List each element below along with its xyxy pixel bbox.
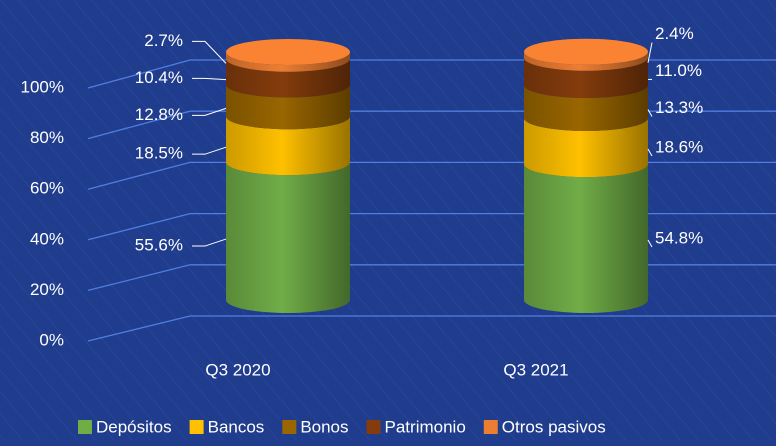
cylinder-segment	[226, 162, 350, 313]
legend-label: Bonos	[300, 417, 348, 436]
data-label: 11.0%	[655, 61, 702, 80]
legend-label: Bancos	[208, 417, 265, 436]
data-label: 10.4%	[135, 68, 183, 87]
data-label: 54.8%	[655, 229, 703, 248]
legend-label: Otros pasivos	[502, 417, 606, 436]
data-label: 12.8%	[135, 105, 183, 124]
legend-swatch	[78, 420, 92, 434]
data-label: 18.5%	[135, 144, 183, 163]
data-label: 55.6%	[135, 236, 183, 255]
legend-swatch	[190, 420, 204, 434]
data-label: 2.4%	[655, 24, 694, 43]
y-tick-label: 100%	[21, 77, 64, 96]
data-label: 2.7%	[144, 31, 183, 50]
x-tick-label: Q3 2021	[503, 360, 568, 379]
legend-label: Depósitos	[96, 417, 172, 436]
cylinder-top	[226, 39, 350, 65]
legend-label: Patrimonio	[385, 417, 466, 436]
data-label: 13.3%	[655, 98, 703, 117]
y-tick-label: 80%	[30, 128, 64, 147]
legend-swatch	[367, 420, 381, 434]
cylinder-segment	[524, 164, 648, 313]
legend-swatch	[282, 420, 296, 434]
y-tick-label: 0%	[39, 330, 64, 349]
x-tick-label: Q3 2020	[205, 360, 270, 379]
y-tick-label: 60%	[30, 179, 64, 198]
legend-swatch	[484, 420, 498, 434]
y-tick-label: 20%	[30, 280, 64, 299]
cylinder-top	[524, 39, 648, 65]
y-tick-label: 40%	[30, 229, 64, 248]
data-label: 18.6%	[655, 138, 703, 157]
